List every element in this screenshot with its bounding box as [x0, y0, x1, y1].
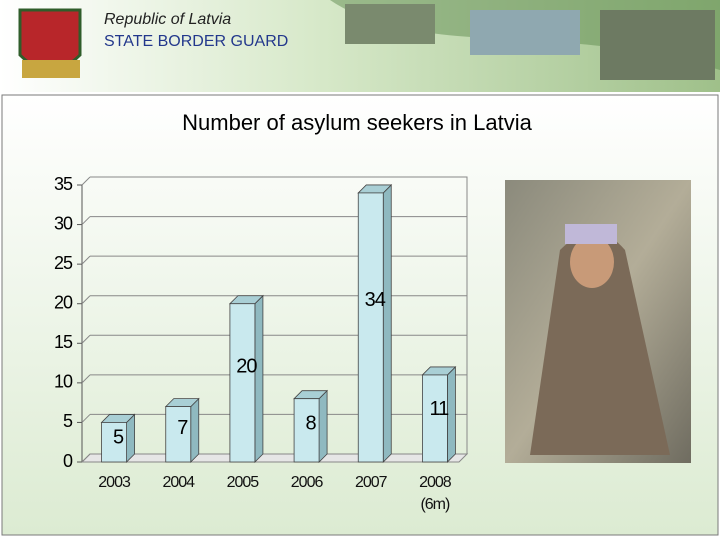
header-photo [345, 4, 435, 44]
data-label: 8 [306, 412, 317, 434]
bar [422, 374, 448, 463]
header-photo [470, 10, 580, 55]
photo-face [570, 236, 614, 288]
y-tick-label: 25 [54, 253, 73, 273]
x-tick-label: 2007 [354, 474, 388, 491]
data-label: 7 [177, 417, 188, 439]
bar-side [382, 183, 392, 463]
x-tick-label: 2008 (6m) [419, 474, 452, 513]
bar [293, 398, 320, 463]
y-tick-label: 30 [54, 213, 73, 233]
y-tick-label: 10 [54, 372, 73, 392]
data-label: 34 [365, 289, 386, 311]
bar-side [318, 389, 328, 463]
photo-figure [530, 232, 670, 455]
y-tick-label: 5 [63, 411, 73, 431]
grid-line [81, 453, 91, 463]
grid-line [81, 334, 91, 344]
chart-title: Number of asylum seekers in Latvia [182, 110, 532, 135]
x-tick-label: 2004 [162, 474, 195, 491]
grid-line [81, 216, 91, 225]
grid-line [81, 295, 91, 305]
grid-line [81, 374, 91, 384]
header-title: Republic of Latvia [104, 11, 231, 28]
x-tick-label: 2005 [226, 474, 260, 491]
grid-line [81, 414, 91, 423]
grid-line [81, 255, 91, 265]
bar [101, 422, 127, 463]
bar [357, 192, 384, 463]
photo-cap [565, 224, 617, 244]
data-label: 5 [113, 427, 124, 449]
logo-ribbon [22, 60, 80, 78]
header-photo [600, 10, 715, 80]
data-label: 11 [430, 398, 450, 420]
floor [80, 453, 469, 463]
bar [229, 303, 256, 463]
y-tick-label: 15 [54, 332, 73, 352]
x-tick-label: 2003 [98, 474, 131, 491]
y-tick-label: 20 [54, 292, 73, 312]
grid-line [81, 176, 91, 186]
bar [165, 406, 192, 463]
bar-side [254, 294, 264, 463]
y-tick-label: 35 [54, 174, 73, 194]
bar-side [447, 365, 456, 463]
x-tick-label: 2006 [290, 474, 324, 491]
data-label: 20 [236, 355, 257, 377]
y-tick-label: 0 [63, 451, 73, 471]
bar-side [190, 397, 200, 463]
header-subtitle: STATE BORDER GUARD [104, 33, 288, 50]
